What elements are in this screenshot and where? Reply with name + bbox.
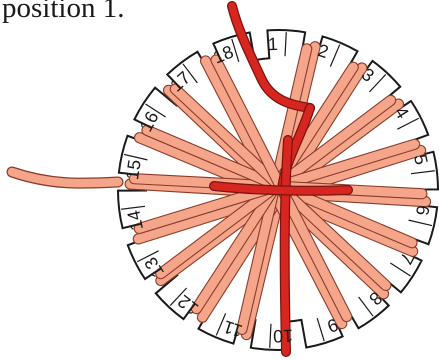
cord-layer (6, 1, 432, 357)
petal-divider (231, 38, 240, 63)
petal-divider (408, 219, 433, 227)
slot-label: 6 (412, 204, 433, 217)
petal-divider (410, 170, 435, 175)
slot-label: 15 (122, 158, 145, 181)
petal-divider (329, 44, 341, 67)
petal-divider (358, 296, 374, 317)
petal-divider (368, 74, 387, 93)
petal-divider (123, 153, 148, 161)
petal-divider (397, 117, 420, 130)
petal-divider (169, 287, 188, 306)
slot-label: 14 (123, 209, 147, 233)
petal-divider (182, 63, 198, 84)
tail-cord (7, 167, 123, 188)
caption-text: position 1. (2, 0, 125, 24)
petal-divider (316, 317, 325, 342)
working-cord-horizontal (210, 182, 352, 195)
petal-divider (121, 205, 146, 210)
slot-label: 5 (410, 153, 432, 167)
petal-divider (215, 313, 227, 336)
petal-divider (269, 323, 272, 348)
petal-divider (136, 250, 159, 263)
petal-divider (284, 32, 287, 57)
slot-label: 11 (221, 317, 245, 342)
petal-divider (390, 262, 411, 277)
slot-label: 10 (273, 326, 294, 347)
petal-divider (145, 103, 166, 118)
working-cord-vertical (280, 136, 292, 356)
slot-label: 1 (268, 34, 279, 54)
working-cord-top (228, 2, 314, 112)
